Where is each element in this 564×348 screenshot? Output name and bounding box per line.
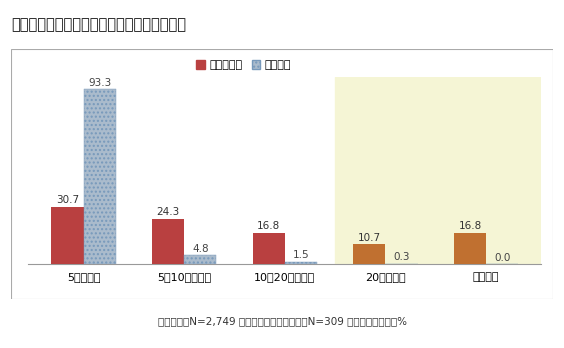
FancyBboxPatch shape bbox=[11, 49, 553, 299]
Text: 30.7: 30.7 bbox=[56, 195, 79, 205]
Bar bbox=[184, 255, 217, 264]
Bar bbox=[353, 244, 385, 264]
Text: 4.8: 4.8 bbox=[192, 244, 209, 254]
Bar bbox=[51, 207, 83, 264]
Text: 1.5: 1.5 bbox=[293, 250, 309, 260]
Bar bbox=[335, 77, 547, 264]
Text: 24.3: 24.3 bbox=[156, 207, 180, 217]
Text: 【図１：１カ月あたりの自由に使えるお金】: 【図１：１カ月あたりの自由に使えるお金】 bbox=[11, 17, 186, 32]
Bar bbox=[253, 233, 285, 264]
Text: 16.8: 16.8 bbox=[257, 221, 280, 231]
Bar bbox=[83, 89, 116, 264]
Text: 10.7: 10.7 bbox=[358, 233, 381, 243]
Bar bbox=[285, 262, 317, 264]
Legend: 富裕層女性, 一般女性: 富裕層女性, 一般女性 bbox=[192, 56, 296, 75]
Text: 一般女性：N=2,749 サンプル、富裕層女性：N=309 サンプル、単位：%: 一般女性：N=2,749 サンプル、富裕層女性：N=309 サンプル、単位：% bbox=[157, 316, 407, 326]
Text: 16.8: 16.8 bbox=[459, 221, 482, 231]
Bar bbox=[454, 233, 486, 264]
Text: 0.3: 0.3 bbox=[393, 252, 410, 262]
Bar bbox=[152, 219, 184, 264]
Text: 0.0: 0.0 bbox=[494, 253, 510, 263]
Text: 93.3: 93.3 bbox=[88, 78, 111, 88]
